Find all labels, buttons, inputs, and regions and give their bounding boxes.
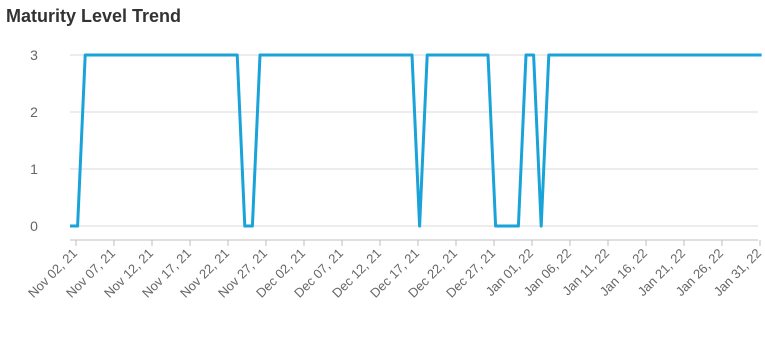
series-line <box>70 53 762 228</box>
y-tick-label: 3 <box>30 47 38 63</box>
y-tick-label: 2 <box>30 104 38 120</box>
y-tick-label: 0 <box>30 218 38 234</box>
chart-title: Maturity Level Trend <box>6 6 182 26</box>
y-tick-label: 1 <box>30 161 38 177</box>
